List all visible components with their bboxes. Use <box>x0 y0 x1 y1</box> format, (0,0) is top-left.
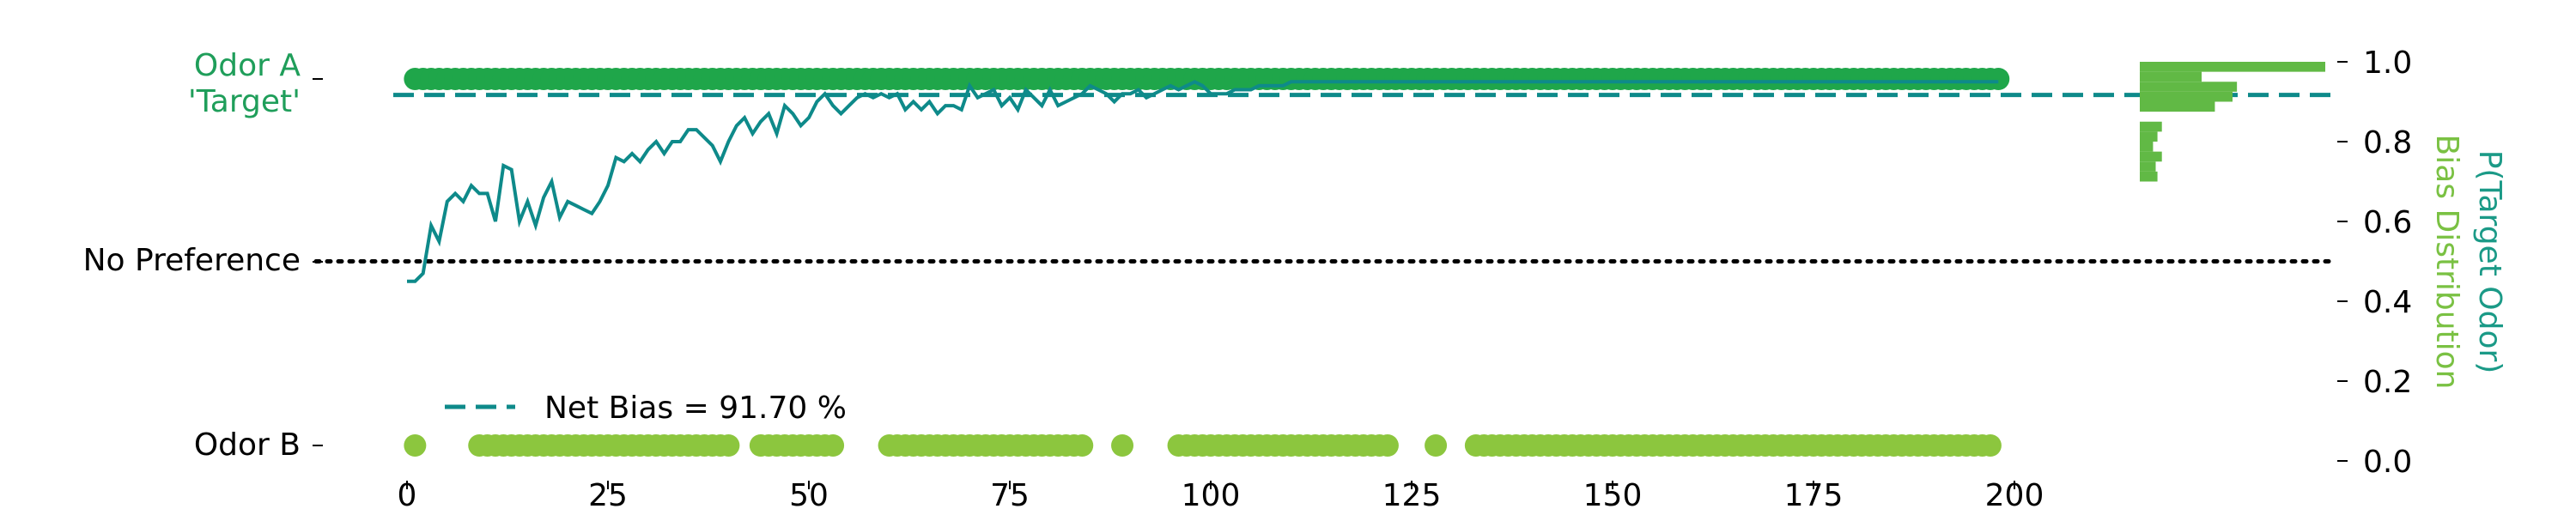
x-axis-tick-label: 200 <box>1985 478 2044 513</box>
right-axis-label-bias-distribution: Bias Distribution <box>2429 135 2464 390</box>
left-label-odor-b: Odor B <box>194 427 301 463</box>
right-axis-label-p-target-odor: P(Target Odor) <box>2472 150 2507 374</box>
odor-a-choice-dot <box>1987 68 2010 90</box>
odor-b-choice-dot <box>1376 434 1399 457</box>
right-axis-tick-label: 0.6 <box>2363 205 2412 240</box>
histogram-bar <box>2140 62 2325 72</box>
x-axis-tick-label: 25 <box>588 478 628 513</box>
x-axis-tick-label: 175 <box>1784 478 1844 513</box>
histogram-bar <box>2140 71 2202 82</box>
odor-b-choice-dots <box>404 434 2002 457</box>
right-axis-tick-label: 0.2 <box>2363 365 2412 400</box>
right-axis-tick-label: 0.8 <box>2363 125 2412 161</box>
x-axis-tick-label: 125 <box>1382 478 1442 513</box>
histogram-bar <box>2140 151 2162 162</box>
x-axis-tick-label: 100 <box>1182 478 1241 513</box>
odor-b-choice-dot <box>1978 434 2002 457</box>
legend-net-bias-label: Net Bias = 91.70 % <box>544 391 847 426</box>
histogram-bar <box>2140 161 2156 172</box>
x-axis-tick-label: 150 <box>1583 478 1643 513</box>
histogram-bar <box>2140 91 2233 102</box>
odor-b-choice-dot <box>404 434 427 457</box>
odor-b-choice-dot <box>1071 434 1094 457</box>
histogram-bar <box>2140 171 2158 182</box>
right-axis-tick-label: 0.4 <box>2363 285 2412 320</box>
odor-b-choice-dot <box>717 434 740 457</box>
right-axis-tick-label: 0.0 <box>2363 445 2412 480</box>
left-label-odor-a-line1: Odor A <box>194 48 301 83</box>
right-axis-tick-label: 1.0 <box>2363 45 2412 81</box>
histogram-bar <box>2140 82 2238 92</box>
histogram-bar <box>2140 121 2162 132</box>
histogram-bar <box>2140 142 2154 152</box>
histogram-bar <box>2140 101 2215 112</box>
x-axis: 0 25 50 75 100 125 150 175 200 <box>398 478 2044 513</box>
x-axis-tick-label: 50 <box>789 478 829 513</box>
histogram-bar <box>2140 131 2158 142</box>
odor-b-choice-dot <box>1425 434 1448 457</box>
x-axis-tick-label: 0 <box>398 478 417 513</box>
right-axis: 0.0 0.2 0.4 0.6 0.8 1.0 <box>2337 45 2412 480</box>
p-target-odor-line <box>407 80 1999 283</box>
left-label-odor-a-line2: 'Target' <box>188 84 301 119</box>
left-label-no-preference: No Preference <box>83 243 301 278</box>
odor-b-choice-dot <box>822 434 845 457</box>
odor-b-choice-dot <box>1111 434 1134 457</box>
odor-a-choice-dots <box>404 68 2010 90</box>
x-axis-tick-label: 75 <box>990 478 1030 513</box>
bias-distribution-histogram <box>2140 62 2325 182</box>
